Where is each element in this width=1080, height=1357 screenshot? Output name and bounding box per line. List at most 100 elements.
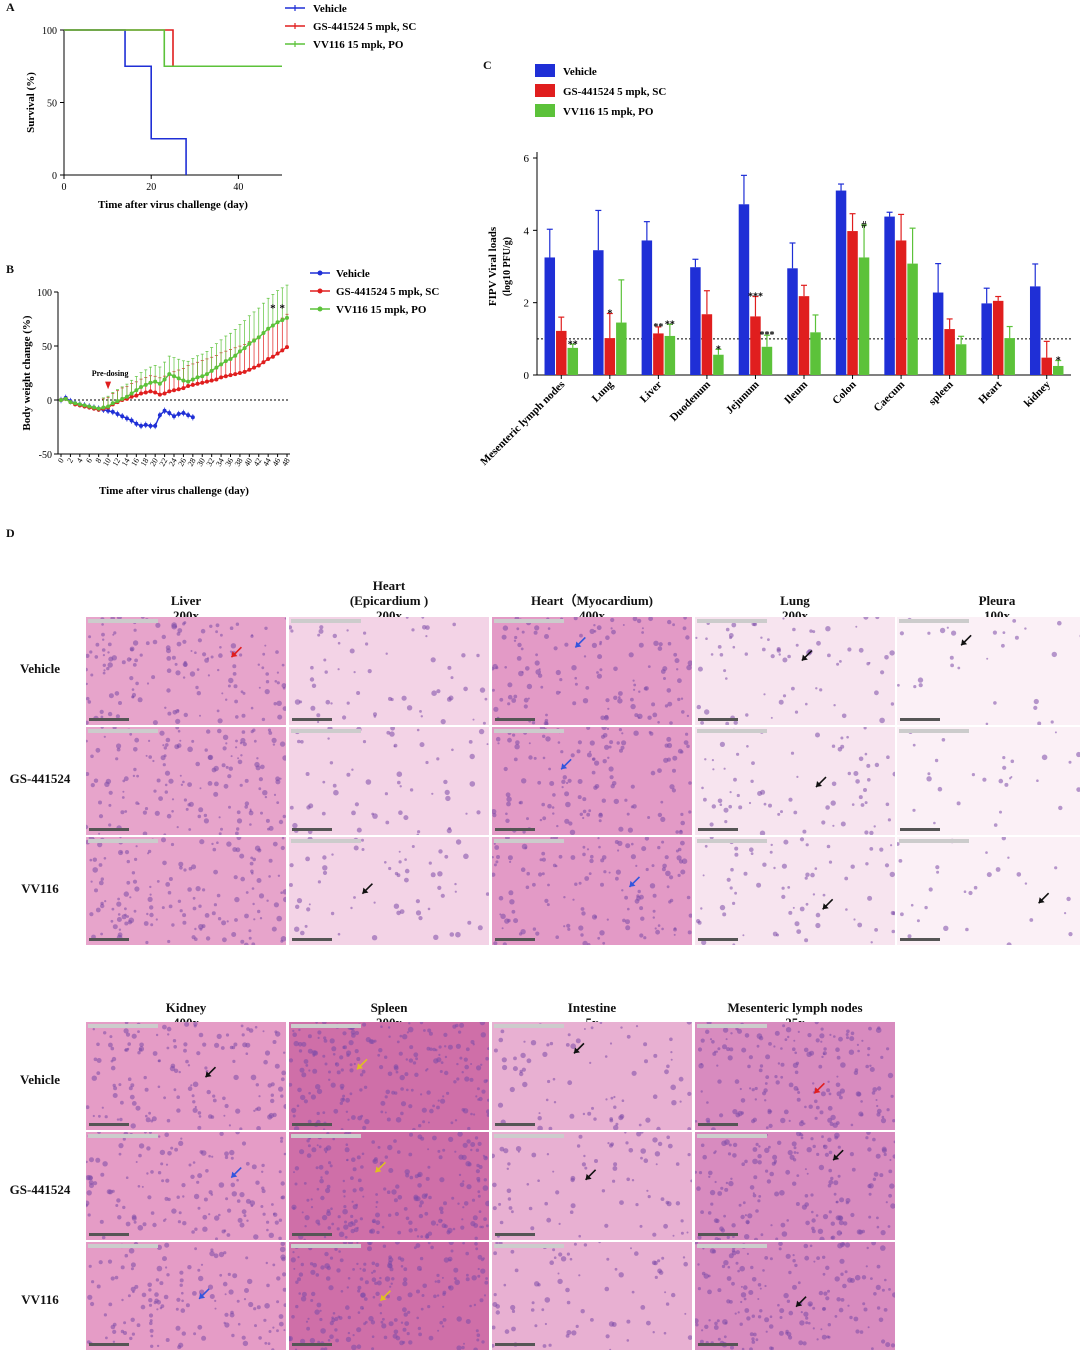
histology-image-svg: [695, 1022, 895, 1130]
nucleus: [224, 1103, 229, 1109]
nucleus: [301, 1072, 307, 1078]
weight-point-1: [143, 390, 148, 395]
nucleus: [120, 851, 123, 854]
nucleus: [879, 717, 885, 724]
nucleus: [838, 1307, 844, 1313]
nucleus: [769, 1257, 773, 1261]
nucleus: [230, 1182, 236, 1188]
nucleus: [770, 843, 773, 847]
nucleus: [182, 1195, 185, 1198]
nucleus: [836, 1230, 842, 1236]
annotation-arrowhead: [961, 639, 968, 646]
nucleus: [822, 1052, 826, 1056]
nucleus: [912, 743, 916, 747]
nucleus: [831, 744, 836, 748]
nucleus: [493, 1048, 498, 1053]
nucleus: [324, 1347, 328, 1350]
nucleus: [457, 1202, 460, 1205]
tissue-background: [897, 837, 1080, 945]
nucleus: [663, 757, 669, 763]
nucleus: [810, 872, 815, 878]
nucleus: [835, 1215, 841, 1221]
nucleus: [826, 844, 831, 849]
nucleus: [805, 1316, 809, 1320]
nucleus: [492, 872, 496, 877]
nucleus: [167, 1033, 170, 1036]
nucleus: [790, 751, 795, 755]
nucleus: [443, 779, 448, 785]
nucleus: [624, 895, 628, 900]
nucleus: [191, 739, 195, 743]
weight-point-0: [120, 414, 125, 419]
nucleus: [735, 1250, 740, 1255]
nucleus: [705, 637, 708, 640]
weight-point-1: [172, 388, 176, 393]
nucleus: [198, 807, 204, 813]
nucleus: [704, 709, 710, 715]
nucleus: [552, 1248, 556, 1252]
nucleus: [628, 652, 634, 658]
nucleus: [884, 1278, 887, 1282]
nucleus: [523, 1040, 526, 1043]
nucleus: [152, 1222, 157, 1228]
nucleus: [187, 1086, 193, 1091]
nucleus: [492, 1325, 496, 1330]
nucleus: [792, 1254, 795, 1257]
nucleus: [622, 624, 625, 626]
nucleus: [152, 1051, 158, 1056]
nucleus: [250, 1204, 254, 1207]
nucleus: [657, 812, 663, 818]
nucleus: [112, 633, 115, 636]
nucleus: [836, 1297, 841, 1302]
nucleus: [650, 770, 656, 776]
weight-point-2: [195, 375, 200, 380]
nucleus: [487, 1047, 489, 1050]
nucleus: [580, 907, 585, 911]
nucleus: [438, 849, 443, 854]
nucleus: [368, 1315, 374, 1322]
nucleus: [182, 913, 187, 918]
nucleus: [89, 650, 93, 654]
nucleus: [514, 744, 520, 750]
nucleus: [322, 1111, 326, 1114]
nucleus: [1016, 872, 1022, 877]
nucleus: [305, 1064, 309, 1067]
tissue-background: [289, 617, 489, 725]
nucleus: [356, 1262, 359, 1266]
nucleus: [316, 1144, 319, 1147]
tissue-background: [695, 1132, 895, 1240]
nucleus: [185, 1303, 190, 1308]
nucleus: [258, 686, 261, 689]
nucleus: [737, 1110, 743, 1117]
nucleus: [236, 1178, 239, 1182]
nucleus: [351, 1344, 357, 1350]
nucleus: [389, 731, 395, 737]
nucleus: [152, 639, 158, 645]
nucleus: [617, 698, 623, 704]
nucleus: [86, 1175, 91, 1181]
nucleus: [633, 683, 637, 687]
nucleus: [110, 919, 114, 923]
nucleus: [594, 1159, 598, 1163]
nucleus: [417, 1171, 423, 1178]
x-tick-label: 46: [271, 457, 283, 468]
nucleus: [283, 1051, 286, 1054]
nucleus: [645, 867, 649, 872]
weight-point-2: [181, 378, 186, 383]
nucleus: [329, 761, 334, 765]
nucleus: [773, 866, 776, 870]
nucleus: [726, 1047, 731, 1052]
nucleus: [198, 1115, 202, 1118]
nucleus: [357, 1115, 363, 1121]
nucleus: [783, 1292, 789, 1299]
nucleus: [135, 1161, 138, 1163]
nucleus: [150, 1170, 154, 1174]
nucleus: [168, 904, 173, 909]
nucleus: [175, 1307, 179, 1311]
nucleus: [447, 1227, 453, 1234]
nucleus: [582, 940, 588, 945]
nucleus: [1002, 756, 1006, 760]
nucleus: [143, 921, 149, 926]
nucleus: [757, 1199, 761, 1203]
nucleus: [197, 1324, 203, 1330]
